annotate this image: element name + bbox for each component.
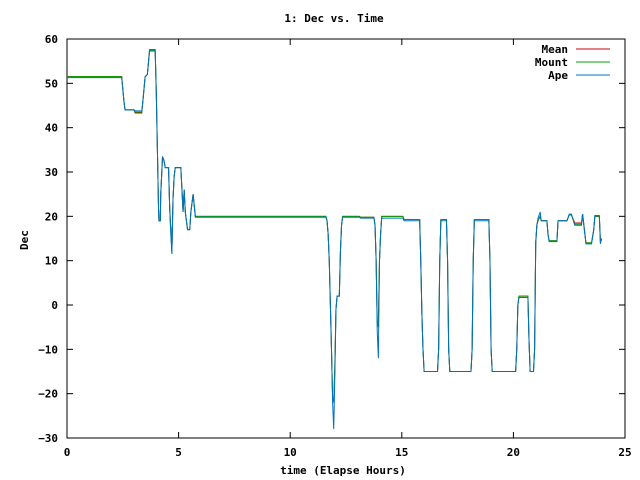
series-line-mean: [67, 49, 603, 403]
y-tick-label: 50: [45, 77, 58, 90]
x-tick-label: 5: [175, 446, 182, 459]
x-axis-label: time (Elapse Hours): [280, 464, 406, 477]
y-tick-label: 60: [45, 33, 58, 46]
series-line-mount: [67, 49, 603, 403]
legend-label: Mount: [535, 56, 568, 69]
y-tick-label: 20: [45, 210, 58, 223]
y-tick-label: 10: [45, 255, 58, 268]
x-tick-label: 20: [507, 446, 520, 459]
legend-label: Ape: [548, 69, 568, 82]
plot-frame: [66, 38, 626, 439]
axis-ticks: 0 5 10 15 20 25 −30 −20 −10 0 10 20 30 40 50 60: [38, 33, 632, 459]
x-tick-label: 25: [618, 446, 631, 459]
x-tick-label: 10: [284, 446, 297, 459]
legend-label: Mean: [542, 43, 569, 56]
series-line-ape: [67, 50, 603, 430]
y-axis-label: Dec: [18, 230, 31, 250]
x-tick-label: 0: [64, 446, 71, 459]
y-tick-label: 0: [51, 299, 58, 312]
y-tick-label: −30: [38, 432, 58, 445]
series-lines: [67, 49, 603, 430]
y-tick-label: 30: [45, 166, 58, 179]
y-tick-label: −20: [38, 388, 58, 401]
y-tick-label: 40: [45, 122, 58, 135]
x-tick-label: 15: [395, 446, 408, 459]
y-tick-label: −10: [38, 343, 58, 356]
chart-title: 1: Dec vs. Time: [284, 12, 384, 25]
